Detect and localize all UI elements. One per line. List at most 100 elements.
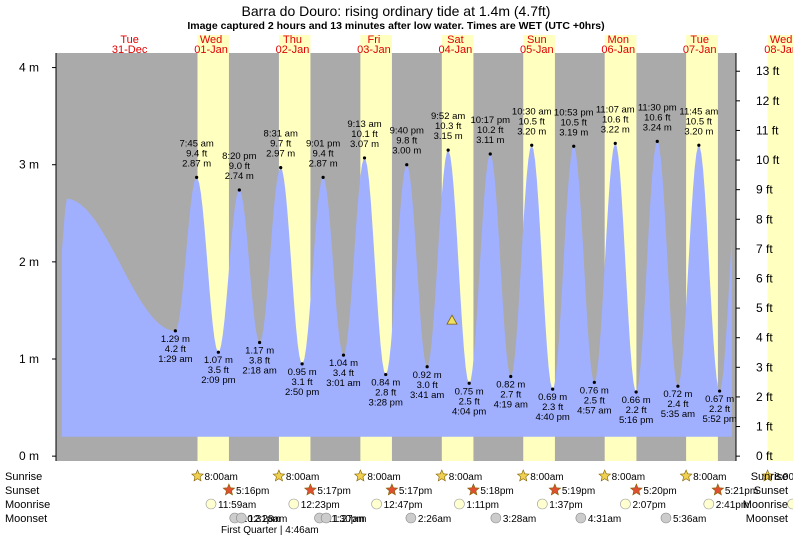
high-tide-label: 2.87 m bbox=[182, 158, 211, 169]
low-tide-label: 0.76 m bbox=[580, 385, 609, 396]
moonrise-time: 11:59am bbox=[218, 500, 256, 511]
high-tide-label: 3.24 m bbox=[643, 122, 672, 133]
daylight-header-band bbox=[197, 35, 229, 53]
moonrise-time: 2:07pm bbox=[632, 500, 665, 511]
low-tide-dot bbox=[509, 374, 513, 379]
high-tide-dot bbox=[405, 163, 409, 167]
day-of-week: Tue bbox=[120, 34, 139, 46]
sunset-time: 5:16pm bbox=[236, 486, 269, 497]
high-tide-label: 9.8 ft bbox=[396, 136, 417, 147]
astro-rows: 8:00am 8:00am 8:00am 8:00am 8:00am 8:00am 8:00… bbox=[191, 469, 793, 525]
right-tick-label: 12 ft bbox=[756, 94, 780, 108]
moonset-row-label-right: Moonset bbox=[746, 513, 788, 525]
left-tick-label: 1 m bbox=[19, 352, 39, 366]
right-axis: 0 ft 1 ft 2 ft 3 ft 4 ft 5 ft 6 ft 7 ft 8 ft 9 ft… bbox=[735, 53, 780, 463]
moonrise-row-label: Moonrise bbox=[5, 499, 50, 511]
right-tick-label: 4 ft bbox=[756, 331, 773, 345]
daylight-band bbox=[767, 53, 793, 461]
low-tide-label: 0.95 m bbox=[288, 367, 317, 378]
moonrise-icon bbox=[537, 498, 548, 510]
moonrise-icon bbox=[205, 498, 217, 510]
high-tide-dot bbox=[446, 148, 450, 152]
moonset-time: 11:30pm bbox=[327, 514, 365, 525]
moonrise-time: 12:23pm bbox=[301, 500, 340, 511]
high-tide-label: 9:40 pm bbox=[390, 126, 424, 137]
high-tide-dot bbox=[362, 156, 367, 160]
moonrise-row-label-right: Moonrise bbox=[743, 499, 788, 511]
low-tide-label: 2.4 ft bbox=[667, 399, 688, 410]
low-tide-label: 2:18 am bbox=[242, 365, 276, 376]
right-tick-label: 9 ft bbox=[756, 183, 773, 197]
moonset-time: 4:31am bbox=[588, 514, 621, 525]
moonset-time: 5:36am bbox=[673, 514, 706, 525]
low-tide-label: 1.17 m bbox=[245, 345, 274, 356]
low-tide-label: 2.3 ft bbox=[542, 402, 563, 413]
high-tide-label: 10:30 am bbox=[512, 106, 552, 117]
sunrise-time: 8:00am bbox=[367, 472, 400, 483]
low-tide-label: 0.92 m bbox=[413, 370, 442, 381]
high-tide-label: 9.7 ft bbox=[270, 139, 291, 150]
high-tide-label: 8:20 pm bbox=[222, 151, 256, 162]
low-tide-label: 2.2 ft bbox=[709, 404, 730, 415]
sunset-time: 5:18pm bbox=[480, 486, 513, 497]
right-tick-label: 3 ft bbox=[756, 360, 773, 374]
low-tide-label: 2.2 ft bbox=[626, 405, 647, 416]
low-tide-label: 2.7 ft bbox=[500, 389, 521, 400]
high-tide-label: 3.20 m bbox=[684, 126, 713, 137]
low-tide-label: 5:52 pm bbox=[702, 414, 736, 425]
low-tide-dot bbox=[384, 372, 388, 377]
low-tide-label: 3.8 ft bbox=[249, 355, 270, 366]
high-tide-label: 7:45 am bbox=[179, 138, 213, 149]
low-tide-label: 2:50 pm bbox=[285, 387, 319, 398]
sunrise-icon bbox=[435, 469, 449, 482]
high-tide-label: 2.74 m bbox=[225, 171, 254, 182]
sunset-icon bbox=[303, 483, 317, 496]
high-tide-label: 3.22 m bbox=[601, 124, 630, 135]
low-tide-dot bbox=[592, 380, 596, 384]
low-tide-dot bbox=[216, 350, 220, 354]
right-tick-label: 2 ft bbox=[756, 390, 773, 404]
low-tide-dot bbox=[300, 362, 304, 366]
daylight-header-band bbox=[360, 35, 392, 53]
right-tick-label: 5 ft bbox=[756, 301, 773, 315]
day-of-week: Wed bbox=[770, 34, 792, 46]
low-tide-label: 1.07 m bbox=[204, 355, 233, 366]
low-tide-label: 4:04 pm bbox=[452, 406, 486, 417]
low-tide-label: 2:09 pm bbox=[201, 375, 235, 386]
low-tide-label: 0.75 m bbox=[455, 386, 484, 397]
moonset-icon bbox=[320, 512, 332, 524]
sunrise-time: 8:00am bbox=[204, 472, 237, 483]
day-of-week: Fri bbox=[368, 34, 381, 46]
low-tide-label: 0.84 m bbox=[371, 378, 400, 389]
low-tide-label: 0.67 m bbox=[705, 394, 734, 405]
moonset-time: 2:26am bbox=[418, 514, 451, 525]
low-tide-label: 0.82 m bbox=[496, 379, 525, 390]
right-tick-label: 11 ft bbox=[756, 123, 779, 137]
moonrise-icon bbox=[371, 498, 382, 510]
low-tide-label: 3.5 ft bbox=[208, 365, 229, 376]
high-tide-label: 9.4 ft bbox=[186, 148, 207, 159]
low-tide-label: 1:29 am bbox=[158, 354, 192, 365]
low-tide-dot bbox=[676, 384, 680, 388]
high-tide-label: 10.5 ft bbox=[561, 117, 588, 128]
day-of-week: Tue bbox=[690, 34, 709, 46]
sunset-time: 5:19pm bbox=[562, 486, 595, 497]
moonrise-time: 2:41pm bbox=[716, 500, 749, 511]
sunset-row-label: Sunset bbox=[5, 485, 39, 497]
day-header: Tue31-DecWed01-JanThu02-JanFri03-JanSat0… bbox=[112, 34, 793, 56]
right-tick-label: 6 ft bbox=[756, 271, 773, 285]
high-tide-label: 9.4 ft bbox=[313, 148, 334, 159]
low-tide-label: 2.8 ft bbox=[375, 388, 396, 399]
high-tide-label: 2.97 m bbox=[266, 149, 295, 160]
low-tide-dot bbox=[341, 353, 346, 357]
sunset-icon bbox=[711, 483, 725, 496]
high-tide-label: 3.00 m bbox=[392, 146, 421, 157]
chart-title: Barra do Douro: rising ordinary tide at … bbox=[242, 3, 551, 19]
low-tide-dot bbox=[425, 365, 429, 369]
right-tick-label: 1 ft bbox=[756, 420, 773, 434]
moonset-icon bbox=[490, 512, 502, 524]
left-tick-label: 2 m bbox=[19, 255, 39, 269]
low-tide-label: 2.5 ft bbox=[584, 395, 605, 406]
high-tide-dot bbox=[613, 141, 617, 145]
high-tide-label: 10.5 ft bbox=[519, 116, 546, 127]
